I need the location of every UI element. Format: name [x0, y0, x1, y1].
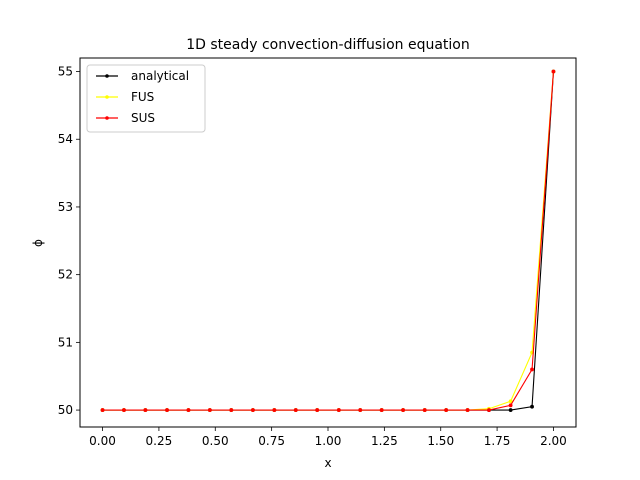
data-point-sus	[122, 408, 126, 412]
y-axis: 50 51 52 53 54 55	[58, 65, 80, 417]
y-tick-label: 50	[58, 403, 73, 417]
data-point-sus	[207, 408, 212, 412]
data-point-sus	[272, 408, 277, 412]
data-point-sus	[165, 408, 169, 412]
x-tick-label: 1.00	[315, 434, 342, 448]
x-tick-label: 0.25	[146, 434, 173, 448]
legend-marker-fus	[105, 95, 109, 99]
series-sus	[100, 69, 556, 412]
data-point-sus	[422, 408, 427, 412]
y-tick-label: 54	[58, 132, 73, 146]
x-tick-label: 1.50	[427, 434, 454, 448]
legend-item-sus: SUS	[96, 111, 155, 125]
data-point-sus	[508, 403, 513, 408]
chart-title: 1D steady convection-diffusion equation	[186, 37, 469, 53]
legend-marker-analytical	[105, 74, 109, 78]
data-point-sus	[100, 408, 105, 412]
y-axis-label: ϕ	[31, 239, 45, 247]
legend-label-fus: FUS	[131, 90, 154, 104]
x-tick-label: 1.75	[484, 434, 511, 448]
y-tick-label: 53	[58, 200, 73, 214]
data-point-sus	[229, 408, 234, 412]
data-point-sus	[293, 408, 298, 412]
data-point-fus	[508, 399, 513, 404]
data-point-sus	[465, 408, 470, 412]
x-tick-label: 0.75	[258, 434, 285, 448]
data-point-sus	[401, 408, 405, 412]
data-point-sus	[143, 408, 148, 412]
legend-box	[86, 64, 206, 133]
data-point-sus	[444, 408, 449, 412]
legend-label-sus: SUS	[131, 111, 155, 125]
legend-item-analytical: analytical	[96, 69, 189, 83]
x-axis-label: x	[324, 456, 331, 470]
data-point-sus	[315, 408, 320, 412]
series-layer	[100, 69, 556, 412]
data-point-sus	[251, 408, 255, 412]
data-point-sus	[487, 408, 491, 412]
data-point-sus	[186, 408, 191, 412]
y-tick-label: 52	[58, 268, 73, 282]
data-point-analytical	[508, 408, 513, 412]
data-point-sus	[530, 367, 534, 372]
legend: analytical FUS SUS	[86, 64, 206, 133]
data-point-sus	[379, 408, 384, 412]
data-point-sus	[358, 408, 363, 412]
x-tick-label: 2.00	[540, 434, 567, 448]
y-tick-label: 55	[58, 65, 73, 79]
data-point-sus	[551, 69, 556, 74]
data-point-analytical	[530, 404, 534, 409]
series-line-sus	[102, 71, 554, 411]
data-point-sus	[336, 408, 341, 412]
legend-item-fus: FUS	[96, 90, 154, 104]
legend-marker-sus	[105, 116, 109, 120]
x-axis: 0.00 0.25 0.50 0.75 1.00 1.25 1.50 1.75 2.00	[89, 427, 567, 448]
y-tick-label: 51	[58, 335, 73, 349]
x-tick-label: 1.25	[371, 434, 398, 448]
x-tick-label: 0.00	[89, 434, 116, 448]
legend-label-analytical: analytical	[131, 69, 189, 83]
x-tick-label: 0.50	[202, 434, 229, 448]
